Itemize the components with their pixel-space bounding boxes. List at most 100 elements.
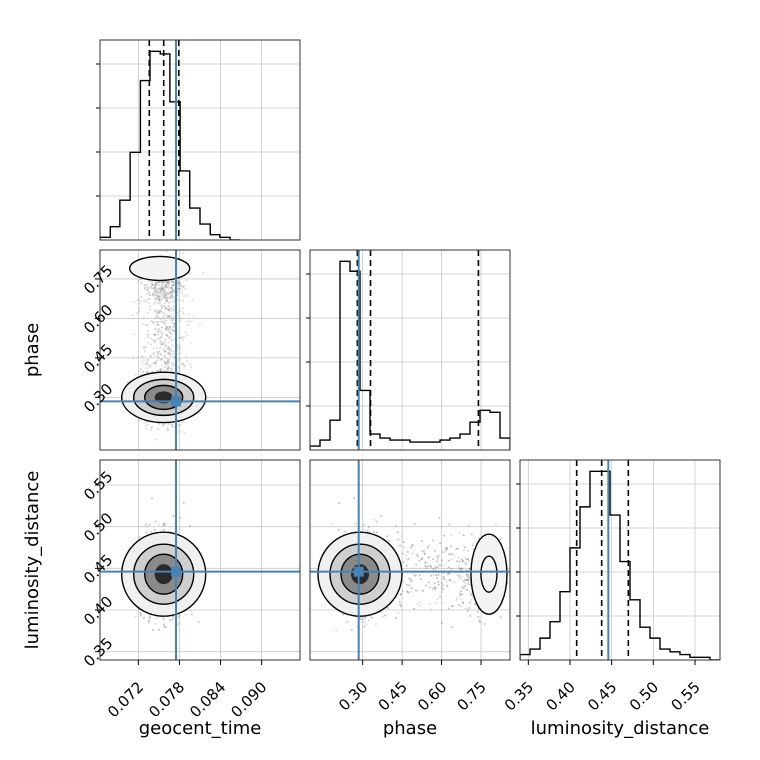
- sample-point: [148, 298, 151, 301]
- sample-point: [155, 287, 158, 290]
- sample-point: [145, 362, 148, 365]
- sample-point: [141, 360, 144, 363]
- sample-point: [168, 291, 171, 294]
- sample-point: [164, 283, 167, 286]
- sample-point: [168, 335, 171, 338]
- sample-point: [148, 280, 151, 283]
- sample-point: [157, 287, 160, 290]
- sample-point: [189, 342, 192, 345]
- sample-point: [155, 282, 158, 285]
- sample-point: [147, 619, 150, 622]
- sample-point: [181, 421, 184, 424]
- sample-point: [134, 615, 137, 618]
- sample-point: [170, 350, 173, 353]
- sample-point: [171, 288, 174, 291]
- sample-point: [164, 349, 167, 352]
- sample-point: [150, 281, 153, 284]
- sample-point: [178, 310, 181, 313]
- sample-point: [147, 621, 150, 624]
- sample-point: [162, 286, 165, 289]
- sample-point: [160, 336, 163, 339]
- sample-point: [173, 323, 176, 326]
- sample-point: [139, 612, 142, 615]
- sample-point: [180, 362, 183, 365]
- sample-point: [165, 293, 168, 296]
- sample-point: [159, 288, 162, 291]
- sample-point: [167, 352, 170, 355]
- sample-point: [163, 528, 166, 531]
- sample-point: [164, 312, 167, 315]
- sample-point: [160, 287, 163, 290]
- sample-point: [154, 293, 157, 296]
- sample-point: [198, 324, 201, 327]
- sample-point: [176, 290, 179, 293]
- sample-point: [160, 248, 162, 250]
- sample-point: [166, 299, 169, 302]
- sample-point: [166, 308, 169, 311]
- sample-point: [164, 289, 167, 292]
- sample-point: [189, 525, 192, 528]
- truth-marker: [171, 396, 182, 407]
- sample-point: [197, 620, 200, 623]
- sample-point: [182, 299, 185, 302]
- sample-point: [151, 628, 154, 631]
- sample-point: [145, 531, 148, 534]
- sample-point: [162, 423, 165, 426]
- sample-point: [166, 360, 169, 363]
- sample-point: [170, 286, 173, 289]
- sample-point: [178, 347, 181, 350]
- sample-point: [166, 427, 169, 430]
- sample-point: [163, 305, 166, 308]
- sample-point: [156, 292, 159, 295]
- sample-point: [161, 288, 164, 291]
- sample-point: [138, 310, 141, 313]
- sample-point: [166, 335, 169, 338]
- sample-point: [162, 282, 165, 285]
- sample-point: [163, 318, 166, 321]
- sample-point: [162, 296, 165, 299]
- sample-point: [144, 286, 147, 289]
- sample-point: [160, 364, 163, 367]
- sample-point: [159, 286, 162, 289]
- sample-point: [162, 312, 165, 315]
- sample-point: [154, 317, 157, 320]
- sample-point: [163, 307, 166, 310]
- sample-point: [172, 309, 175, 312]
- sample-point: [178, 358, 181, 361]
- sample-point: [153, 334, 156, 337]
- sample-point: [171, 293, 174, 296]
- sample-point: [155, 291, 158, 294]
- sample-point: [150, 531, 153, 534]
- sample-point: [182, 285, 185, 288]
- sample-point: [126, 380, 129, 383]
- sample-point: [163, 354, 166, 357]
- sample-point: [157, 311, 160, 314]
- sample-point: [158, 295, 161, 298]
- sample-point: [164, 284, 167, 287]
- sample-point: [171, 425, 174, 428]
- sample-point: [182, 252, 185, 255]
- sample-point: [163, 369, 166, 372]
- sample-point: [163, 350, 166, 353]
- sample-point: [157, 328, 160, 331]
- sample-point: [147, 371, 150, 374]
- sample-point: [170, 294, 173, 297]
- sample-point: [148, 616, 151, 619]
- sample-point: [145, 288, 148, 291]
- sample-point: [157, 338, 160, 341]
- sample-point: [181, 338, 184, 341]
- sample-point: [158, 330, 161, 333]
- sample-point: [161, 425, 164, 428]
- sample-point: [160, 320, 163, 323]
- sample-point: [146, 292, 149, 295]
- sample-point: [189, 609, 192, 612]
- sample-point: [157, 523, 160, 526]
- sample-point: [132, 313, 135, 316]
- sample-point: [162, 322, 165, 325]
- sample-point: [157, 309, 160, 312]
- sample-point: [157, 324, 160, 327]
- sample-point: [159, 292, 162, 295]
- sample-point: [155, 281, 158, 284]
- sample-point: [168, 308, 171, 311]
- sample-point: [164, 323, 167, 326]
